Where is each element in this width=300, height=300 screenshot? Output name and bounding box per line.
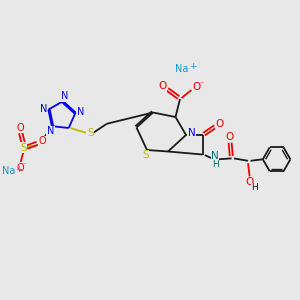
Text: ⁻: ⁻ (23, 163, 26, 169)
Text: +: + (189, 62, 196, 71)
Text: H: H (251, 183, 258, 192)
Text: S: S (142, 150, 149, 161)
Text: Na: Na (175, 64, 188, 74)
Text: N: N (77, 106, 84, 117)
Text: O: O (38, 136, 46, 146)
Text: O: O (192, 82, 201, 92)
Text: +: + (15, 165, 23, 174)
Text: N: N (40, 104, 47, 114)
Text: ⁻: ⁻ (199, 79, 203, 88)
Text: N: N (61, 91, 68, 101)
Text: N: N (188, 128, 195, 138)
Text: O: O (158, 81, 167, 92)
Text: O: O (17, 123, 25, 133)
Text: O: O (245, 177, 254, 188)
Text: O: O (225, 132, 234, 142)
Text: S: S (87, 128, 94, 138)
Text: N: N (47, 126, 54, 136)
Text: N: N (211, 151, 219, 161)
Text: H: H (212, 160, 218, 169)
Text: Na: Na (2, 166, 15, 176)
Text: S: S (20, 143, 27, 153)
Text: O: O (17, 163, 25, 172)
Text: O: O (216, 118, 224, 129)
